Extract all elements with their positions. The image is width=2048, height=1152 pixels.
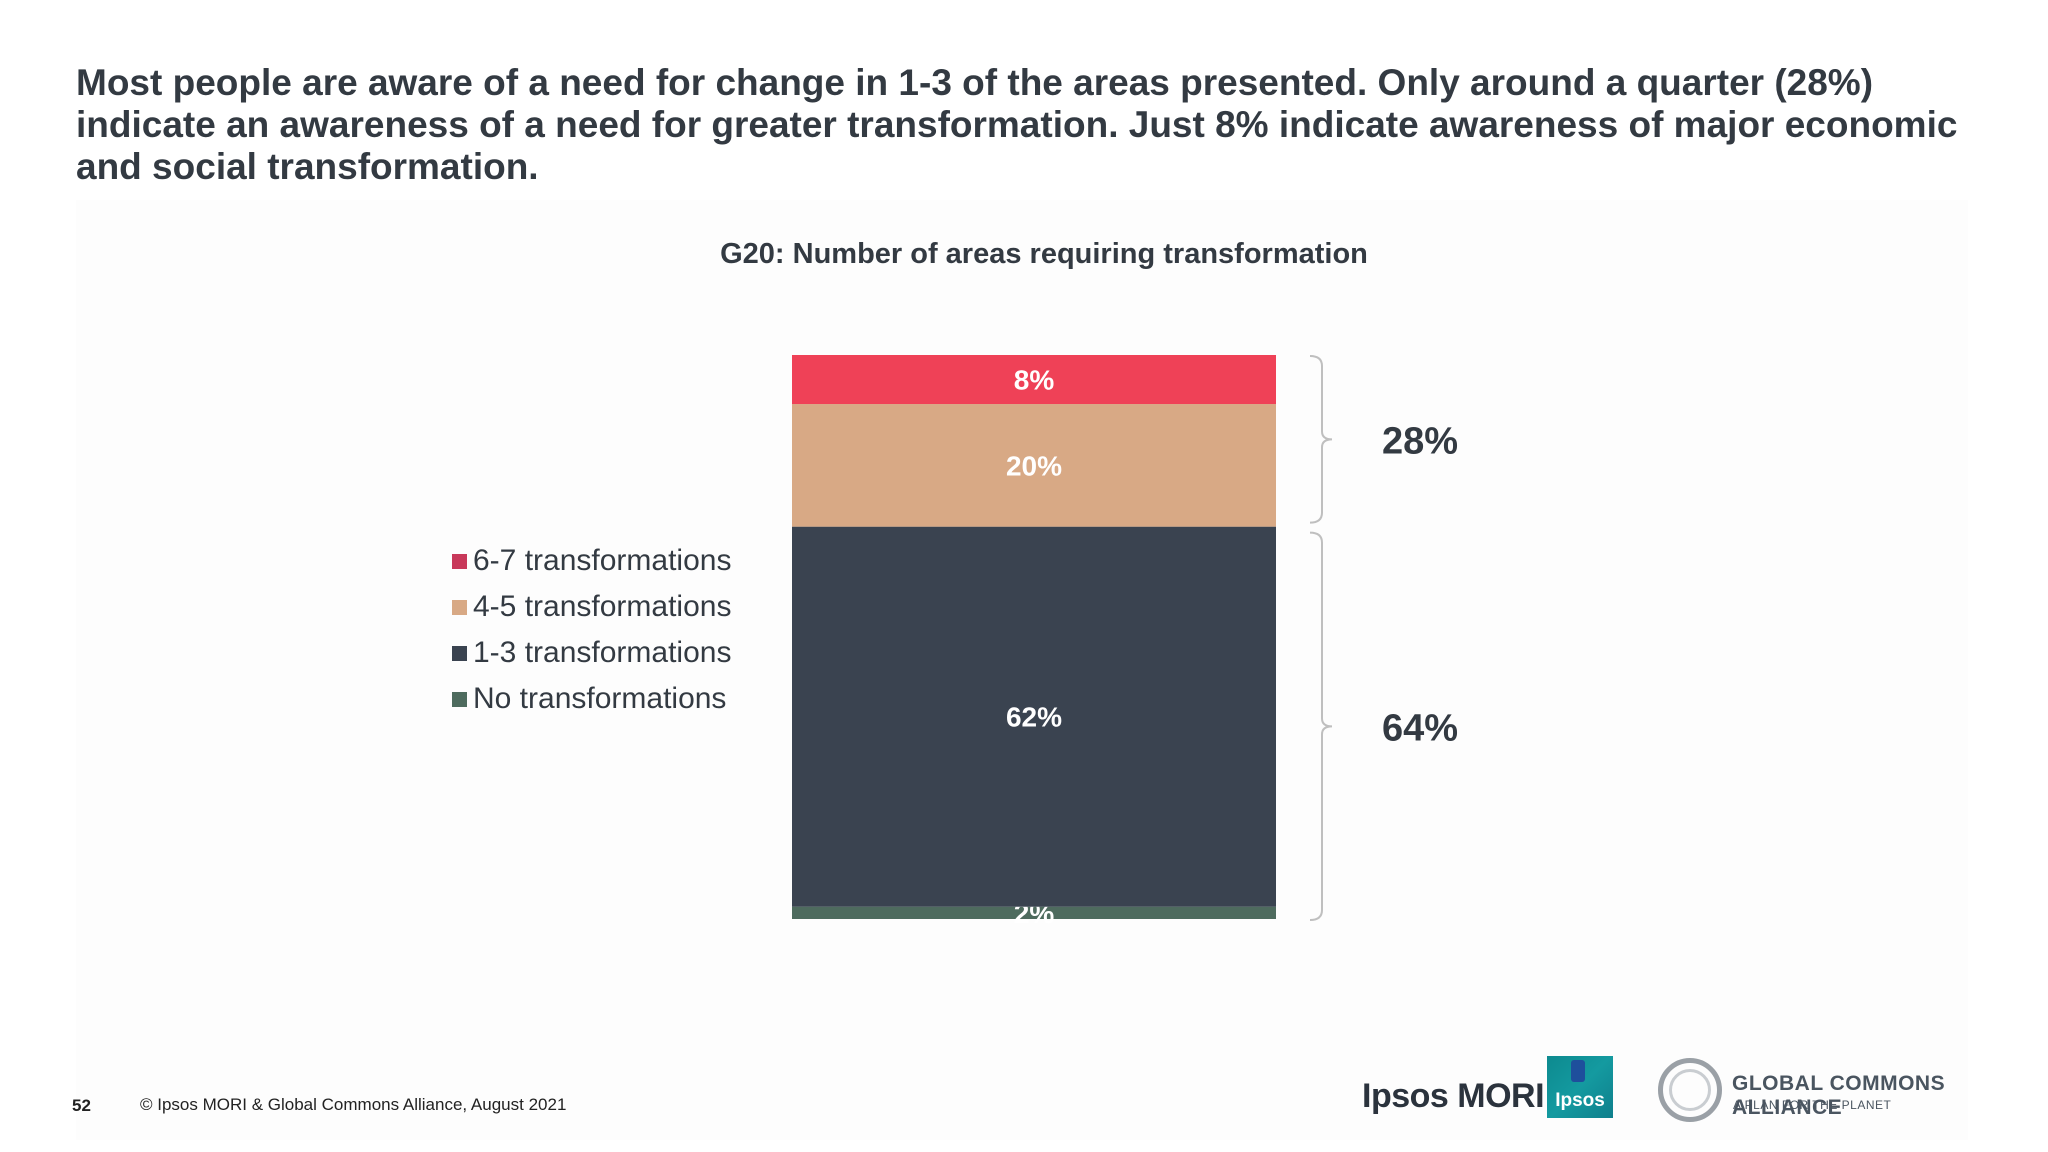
global-commons-alliance-tagline: A PLAN FOR THE PLANET — [1733, 1098, 1892, 1112]
copyright-notice: © Ipsos MORI & Global Commons Alliance, … — [140, 1095, 567, 1114]
legend-label: 1-3 transformations — [473, 636, 732, 669]
legend-swatch — [452, 691, 467, 707]
ipsos-logo-mark — [1571, 1060, 1585, 1082]
global-commons-alliance-name: GLOBAL COMMONS ALLIANCE — [1732, 1072, 1946, 1119]
bracket — [1309, 355, 1333, 524]
legend-item: 6-7 transformations — [452, 538, 731, 584]
data-label: 62% — [1006, 702, 1062, 733]
chart-title: G20: Number of areas requiring transform… — [720, 238, 1368, 270]
legend-item: 4-5 transformations — [452, 584, 731, 630]
ipsos-logo-text: Ipsos — [1555, 1090, 1605, 1111]
chart-legend: 6-7 transformations 4-5 transformations … — [452, 538, 731, 722]
legend-label: No transformations — [473, 682, 727, 715]
legend-item: 1-3 transformations — [452, 630, 731, 676]
global-commons-alliance-logo-icon — [1658, 1058, 1722, 1122]
legend-item: No transformations — [452, 676, 731, 722]
legend-label: 4-5 transformations — [473, 590, 732, 623]
bracket-total-label: 28% — [1382, 420, 1458, 462]
page-title: Most people are aware of a need for chan… — [76, 62, 1958, 187]
data-label: 20% — [1006, 450, 1062, 481]
legend-label: 6-7 transformations — [473, 544, 732, 577]
page-number: 52 — [72, 1096, 91, 1115]
bar-segment-2 — [792, 526, 1276, 907]
legend-swatch — [452, 645, 467, 661]
bar-segment-1 — [792, 906, 1276, 919]
ipsos-mori-logo: Ipsos MORI — [1362, 1077, 1545, 1115]
bracket-total-label: 64% — [1382, 707, 1458, 749]
data-label: 8% — [1014, 365, 1055, 396]
legend-swatch — [452, 553, 467, 569]
ipsos-logo: Ipsos — [1547, 1056, 1613, 1118]
bar-segment-4 — [792, 355, 1276, 405]
bracket — [1309, 531, 1333, 921]
bar-segment-3 — [792, 404, 1276, 527]
legend-swatch — [452, 599, 467, 615]
